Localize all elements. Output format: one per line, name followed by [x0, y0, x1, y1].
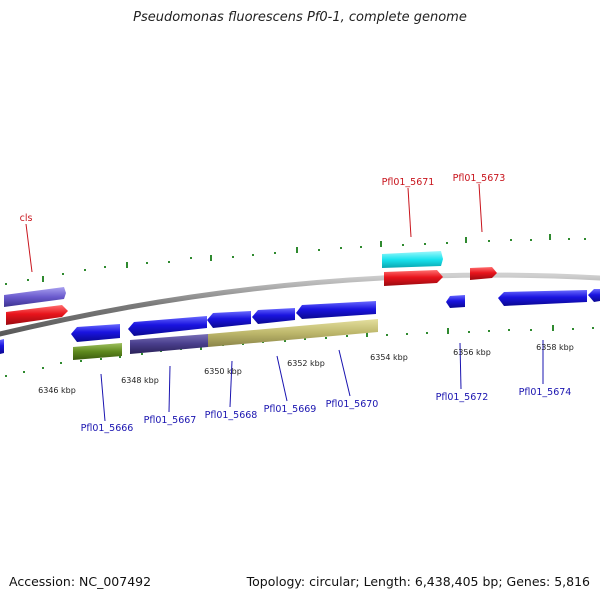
scale-label-6358: 6358 kbp [536, 343, 574, 352]
label-pfl01-5674[interactable]: Pfl01_5674 [519, 387, 572, 398]
gene-pfl01-5670-khaki[interactable] [208, 319, 378, 347]
gene-pfl01-5666[interactable] [71, 324, 120, 342]
label-pfl01-5667[interactable]: Pfl01_5667 [144, 415, 197, 426]
gene-pfl01-5671[interactable] [384, 270, 443, 286]
gene-right-edge[interactable] [588, 289, 600, 302]
gene-pfl01-5668-dark[interactable] [130, 334, 208, 354]
map-title: Pseudomonas fluorescens Pf0-1, complete … [133, 10, 467, 25]
label-pfl01-5672[interactable]: Pfl01_5672 [436, 392, 489, 403]
leader-cls [25, 223, 33, 273]
leader-pfl01-5669 [276, 355, 288, 402]
gene-pfl01-5671-cyan[interactable] [382, 251, 443, 268]
label-pfl01-5673[interactable]: Pfl01_5673 [453, 173, 506, 184]
genome-backbone [0, 272, 600, 337]
leader-pfl01-5672 [459, 342, 462, 390]
genome-summary: Topology: circular; Length: 6,438,405 bp… [246, 574, 590, 589]
scale-label-6348: 6348 kbp [121, 376, 159, 385]
bottom-tick-track [5, 325, 594, 377]
gene-pfl01-5670[interactable] [296, 301, 376, 319]
leader-pfl01-5673 [478, 183, 483, 233]
gene-cls-misc[interactable] [4, 287, 66, 307]
label-pfl01-5666[interactable]: Pfl01_5666 [81, 423, 134, 434]
label-pfl01-5670[interactable]: Pfl01_5670 [326, 399, 379, 410]
gene-pfl01-5674[interactable] [498, 290, 587, 306]
label-pfl01-5668[interactable]: Pfl01_5668 [205, 410, 258, 421]
scale-label-6356: 6356 kbp [453, 348, 491, 357]
scale-label-6350: 6350 kbp [204, 367, 242, 376]
label-pfl01-5669[interactable]: Pfl01_5669 [264, 404, 317, 415]
leader-pfl01-5671 [407, 187, 412, 238]
leader-pfl01-5667 [168, 365, 171, 413]
scale-label-6352: 6352 kbp [287, 359, 325, 368]
gene-left-edge[interactable] [0, 339, 4, 354]
scale-label-6354: 6354 kbp [370, 353, 408, 362]
accession-label: Accession: NC_007492 [9, 574, 152, 589]
scale-label-6346: 6346 kbp [38, 386, 76, 395]
gene-pfl01-5666-olive[interactable] [73, 343, 122, 360]
gene-pfl01-5669[interactable] [252, 308, 295, 324]
gene-pfl01-5672[interactable] [446, 295, 465, 308]
top-tick-track [5, 234, 586, 285]
leader-pfl01-5666 [100, 373, 106, 422]
gene-cls[interactable] [6, 305, 68, 325]
gene-pfl01-5668[interactable] [207, 311, 251, 328]
leader-pfl01-5668 [229, 360, 233, 408]
label-pfl01-5671[interactable]: Pfl01_5671 [382, 177, 435, 188]
gene-pfl01-5667[interactable] [128, 316, 207, 336]
label-cls[interactable]: cls [20, 213, 33, 224]
gene-pfl01-5673[interactable] [470, 267, 497, 280]
leader-pfl01-5670 [338, 349, 351, 397]
